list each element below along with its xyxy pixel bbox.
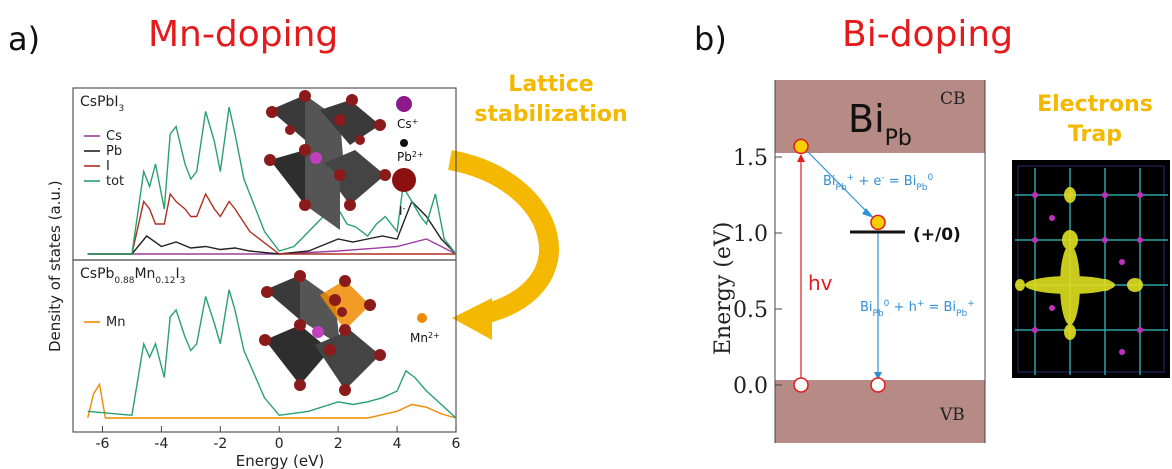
cb-label: CB bbox=[940, 89, 966, 109]
svg-text:Cs+: Cs+ bbox=[397, 117, 418, 132]
legend-label-i: I bbox=[106, 159, 110, 174]
panel-a-title: Mn-doping bbox=[148, 14, 339, 55]
lattice-stabilization-label: Lattice stabilization bbox=[466, 70, 636, 130]
conduction-band bbox=[775, 80, 985, 153]
hv-label: hv bbox=[808, 271, 833, 295]
svg-text:I-: I- bbox=[399, 204, 406, 219]
stabilization-arrowhead bbox=[452, 298, 492, 340]
equation-2: BiPb0 + h+ = BiPb+ bbox=[860, 299, 975, 319]
legend-label-tot: tot bbox=[106, 174, 124, 189]
bi-pb-band-label: BiPb bbox=[848, 97, 912, 151]
series-line-tot bbox=[87, 289, 457, 419]
x-tick-label: 2 bbox=[334, 436, 343, 452]
x-tick-label: 4 bbox=[393, 436, 402, 452]
y-tick-label: 1.0 bbox=[733, 222, 768, 247]
capture-arrow bbox=[807, 151, 871, 216]
legend-label-pb: Pb bbox=[106, 144, 122, 159]
series-line-i bbox=[87, 192, 456, 255]
bottom-compound-label: CsPb0.88Mn0.12I3 bbox=[80, 266, 185, 286]
x-tick-label: -6 bbox=[95, 436, 109, 452]
bottom-chart-frame bbox=[72, 259, 457, 433]
panel-b-letter: b) bbox=[694, 20, 727, 58]
x-tick-label: 6 bbox=[452, 436, 461, 452]
stabilization-arrow bbox=[448, 150, 559, 325]
trap-line-2: Trap bbox=[1067, 122, 1123, 147]
panel-b-ylabel: Energy (eV) bbox=[711, 222, 736, 355]
electron-dot bbox=[793, 138, 809, 155]
panel-b-title: Bi-doping bbox=[842, 14, 1014, 55]
equation-1: BiPb+ + e- = BiPb0 bbox=[823, 173, 933, 193]
svg-text:Mn2+: Mn2+ bbox=[410, 331, 440, 346]
y-tick-label: 1.5 bbox=[733, 146, 768, 171]
series-line-cs bbox=[87, 238, 457, 255]
panel-a-letter: a) bbox=[8, 20, 41, 58]
trap-line-1: Electrons bbox=[1037, 92, 1153, 117]
vb-label: VB bbox=[939, 405, 965, 425]
svg-text:Pb2+: Pb2+ bbox=[397, 150, 424, 165]
legend-label-mn: Mn bbox=[106, 315, 125, 330]
y-tick-label: 0.0 bbox=[733, 374, 768, 399]
electrons-trap-label: Electrons Trap bbox=[1020, 90, 1170, 150]
legend-label-cs: Cs bbox=[106, 129, 122, 144]
top-compound-label: CsPbI3 bbox=[80, 94, 124, 114]
bottom-crystal-illustration bbox=[259, 270, 386, 396]
electron-dot bbox=[870, 214, 886, 231]
y-tick-label: 0.5 bbox=[733, 298, 768, 323]
x-tick-label: -4 bbox=[154, 436, 168, 452]
annotation-line-1: Lattice bbox=[508, 72, 594, 97]
bottom-ion-legend: Mn2+ bbox=[410, 313, 440, 345]
top-ion-legend: Cs+ Pb2+ I- bbox=[392, 96, 424, 218]
x-tick-label: 0 bbox=[275, 436, 284, 452]
series-line-mn bbox=[87, 382, 457, 419]
defect-level-label: (+/0) bbox=[913, 225, 961, 245]
x-tick-label: -2 bbox=[213, 436, 227, 452]
panel-a-xlabel: Energy (eV) bbox=[236, 452, 324, 469]
panel-a-ylabel: Density of states (a.u.) bbox=[46, 180, 64, 352]
hole-dot bbox=[870, 377, 886, 393]
annotation-line-2: stabilization bbox=[474, 102, 628, 127]
hole-dot bbox=[793, 377, 809, 393]
top-crystal-illustration bbox=[264, 90, 391, 230]
electron-trap-image bbox=[1012, 160, 1170, 378]
